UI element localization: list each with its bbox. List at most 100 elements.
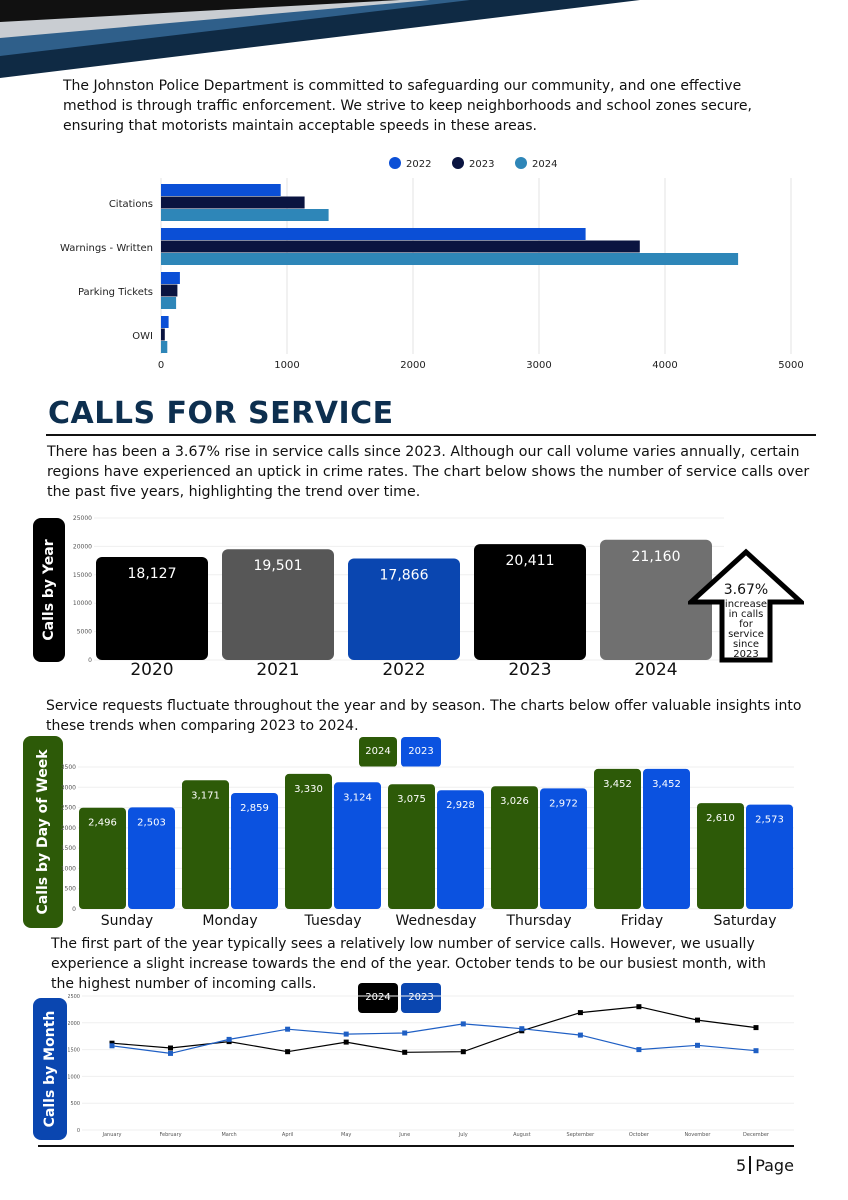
week-day-label: Wednesday <box>395 913 476 929</box>
week-bar <box>79 807 126 909</box>
week-y-tick-label: 3000 <box>61 784 76 791</box>
week-bar-value: 3,124 <box>343 792 372 803</box>
traffic-legend-label: 2024 <box>532 159 557 170</box>
week-y-tick-label: 1500 <box>61 845 76 852</box>
traffic-x-tick-label: 0 <box>158 360 164 371</box>
increase-arrow-icon <box>688 548 804 663</box>
week-bar <box>437 790 484 909</box>
year-category-label: 2022 <box>382 660 426 680</box>
week-bar <box>182 780 229 909</box>
page-number: 5 Page <box>736 1156 794 1175</box>
week-bar <box>128 807 175 909</box>
year-category-label: 2024 <box>634 660 678 680</box>
header-stripe-black <box>0 0 400 22</box>
traffic-bar <box>161 316 169 328</box>
increase-line: since <box>733 639 759 650</box>
increase-caption: increase in calls for service since 2023 <box>712 600 780 660</box>
month-x-tick-label: July <box>458 1132 468 1138</box>
section-title: CALLS FOR SERVICE <box>48 396 394 431</box>
week-day-label: Monday <box>202 913 257 929</box>
year-category-label: 2020 <box>130 660 174 680</box>
traffic-bar <box>161 284 178 297</box>
month-point <box>285 1026 291 1032</box>
traffic-x-tick-label: 3000 <box>526 360 551 371</box>
week-bar-value: 3,330 <box>294 784 323 795</box>
week-bar <box>540 788 587 909</box>
week-bar-value: 2,573 <box>755 815 784 826</box>
month-point <box>285 1049 291 1055</box>
month-x-tick-label: January <box>102 1132 122 1138</box>
month-point <box>577 1010 583 1016</box>
month-point <box>577 1032 583 1038</box>
month-y-tick-label: 1500 <box>68 1048 80 1054</box>
week-day-label: Sunday <box>101 913 153 929</box>
year-bar <box>348 558 460 660</box>
week-bar <box>643 768 690 909</box>
month-x-tick-label: June <box>398 1132 410 1138</box>
week-y-tick-label: 500 <box>65 886 77 893</box>
legend-2023-week: 2023 <box>401 737 441 767</box>
calls-by-day-chart: 0 500 1000 1500 2000 2500 3000 3500 2,496 2,503 Su… <box>61 764 794 929</box>
traffic-bar <box>161 196 305 209</box>
traffic-legend-label: 2022 <box>406 159 431 170</box>
traffic-x-tick-label: 1000 <box>274 360 299 371</box>
week-y-tick-label: 2000 <box>61 825 76 832</box>
week-day-label: Saturday <box>713 913 776 929</box>
year-bar <box>600 539 712 660</box>
month-y-tick-label: 1000 <box>68 1074 80 1080</box>
traffic-bar <box>161 341 168 353</box>
week-bar-value: 2,496 <box>88 818 117 829</box>
month-point <box>519 1026 525 1032</box>
traffic-category-label: Citations <box>109 199 153 210</box>
month-point <box>695 1017 700 1023</box>
traffic-enforcement-chart: 0 1000 2000 3000 4000 5000 Citations Warnings -… <box>60 157 804 371</box>
month-y-tick-label: 2000 <box>68 1021 80 1027</box>
page-word: Page <box>755 1156 794 1175</box>
year-bar-value: 19,501 <box>254 558 303 574</box>
week-bar <box>334 782 381 909</box>
year-y-tick-label: 5000 <box>77 629 92 636</box>
week-y-tick-label: 1000 <box>61 865 76 872</box>
traffic-bar <box>161 253 739 265</box>
month-point <box>753 1048 759 1054</box>
page-separator <box>749 1156 752 1174</box>
month-point <box>168 1050 173 1056</box>
week-bar <box>594 768 641 909</box>
calls-by-month-chart: 0 500 1000 1500 2000 2500 January February March… <box>68 994 794 1138</box>
year-bar-value: 17,866 <box>380 568 429 584</box>
month-x-tick-label: December <box>743 1132 770 1138</box>
month-point <box>460 1049 466 1055</box>
week-y-tick-label: 0 <box>72 906 76 913</box>
month-line-2024 <box>111 1006 757 1053</box>
week-bar-value: 3,075 <box>397 794 426 805</box>
year-y-tick-label: 0 <box>88 657 92 664</box>
month-x-tick-label: November <box>684 1132 711 1138</box>
traffic-legend-marker <box>515 157 527 169</box>
traffic-bar <box>161 184 281 196</box>
week-bar <box>231 793 278 909</box>
month-x-tick-label: August <box>513 1132 531 1138</box>
week-bar-value: 2,972 <box>549 798 578 809</box>
month-x-tick-label: February <box>159 1132 181 1138</box>
year-bar <box>96 557 208 660</box>
week-bar-value: 3,452 <box>603 779 632 790</box>
tab-calls-by-day: Calls by Day of Week <box>23 736 63 928</box>
legend-2024-month: 2024 <box>358 983 398 1013</box>
footer-rule <box>38 1145 794 1147</box>
week-bar-value: 2,928 <box>446 800 475 811</box>
week-bar-value: 2,859 <box>240 803 269 814</box>
section-divider <box>46 434 816 436</box>
week-bar-value: 3,452 <box>652 779 681 790</box>
month-x-tick-label: May <box>341 1132 351 1138</box>
year-y-tick-label: 15000 <box>73 572 92 579</box>
traffic-bar <box>161 240 640 253</box>
week-day-label: Thursday <box>505 913 571 929</box>
week-day-label: Tuesday <box>304 913 362 929</box>
month-point <box>168 1045 173 1051</box>
year-y-tick-label: 10000 <box>73 600 92 607</box>
week-bar-value: 3,026 <box>500 796 529 807</box>
month-line-2023 <box>111 1023 757 1055</box>
legend-2023-month: 2023 <box>401 983 441 1013</box>
month-point <box>343 1039 349 1045</box>
tab-calls-by-month: Calls by Month <box>33 998 67 1140</box>
